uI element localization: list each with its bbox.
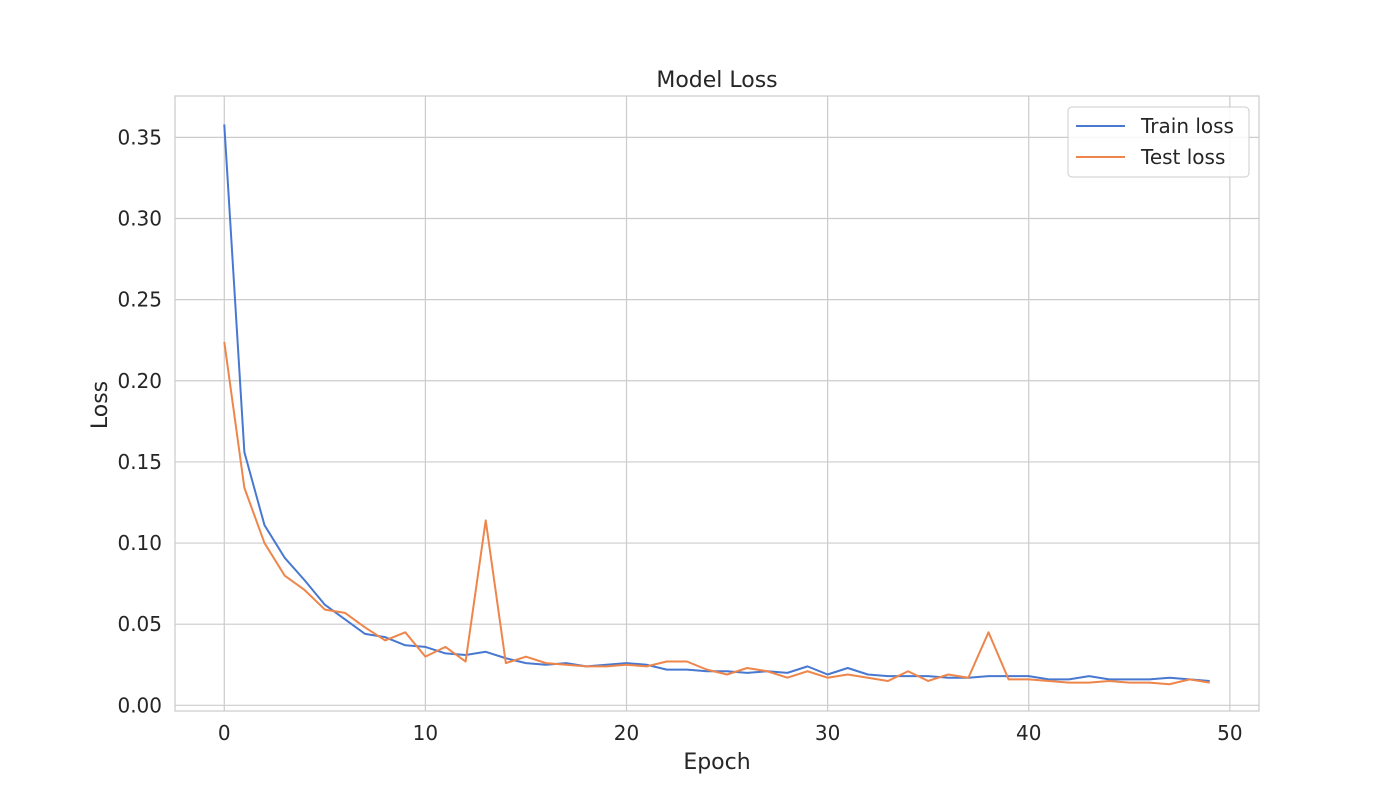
- plot-area-frame: [174, 95, 1260, 712]
- x-tick-label: 0: [218, 721, 231, 745]
- y-tick-label: 0.35: [117, 125, 162, 149]
- legend-label-train-loss: Train loss: [1140, 114, 1234, 138]
- y-tick-label: 0.30: [117, 207, 162, 231]
- y-tick-label: 0.10: [117, 531, 162, 555]
- chart-title: Model Loss: [656, 68, 777, 93]
- x-axis-label: Epoch: [683, 750, 750, 775]
- y-tick-label: 0.15: [117, 450, 162, 474]
- x-tick-label: 40: [1016, 721, 1041, 745]
- y-tick-label: 0.05: [117, 612, 162, 636]
- legend: Train loss Test loss: [1067, 106, 1250, 178]
- y-tick-label: 0.20: [117, 369, 162, 393]
- x-tick-label: 20: [614, 721, 639, 745]
- x-tick-label: 10: [413, 721, 438, 745]
- x-tick-label: 50: [1217, 721, 1242, 745]
- series-group: [223, 124, 1210, 686]
- x-tick-label: 30: [815, 721, 840, 745]
- legend-box: [1067, 106, 1250, 178]
- legend-label-test-loss: Test loss: [1140, 145, 1225, 169]
- tick-labels: 0 10 20 30 40 50 0.00 0.05 0.10 0.15 0.20 0.25 0.30 0…: [117, 125, 1242, 745]
- y-tick-label: 0.00: [117, 693, 162, 717]
- y-tick-label: 0.25: [117, 288, 162, 312]
- grid: [175, 96, 1259, 711]
- y-axis-label: Loss: [88, 381, 113, 429]
- test-loss-line: [223, 341, 1210, 686]
